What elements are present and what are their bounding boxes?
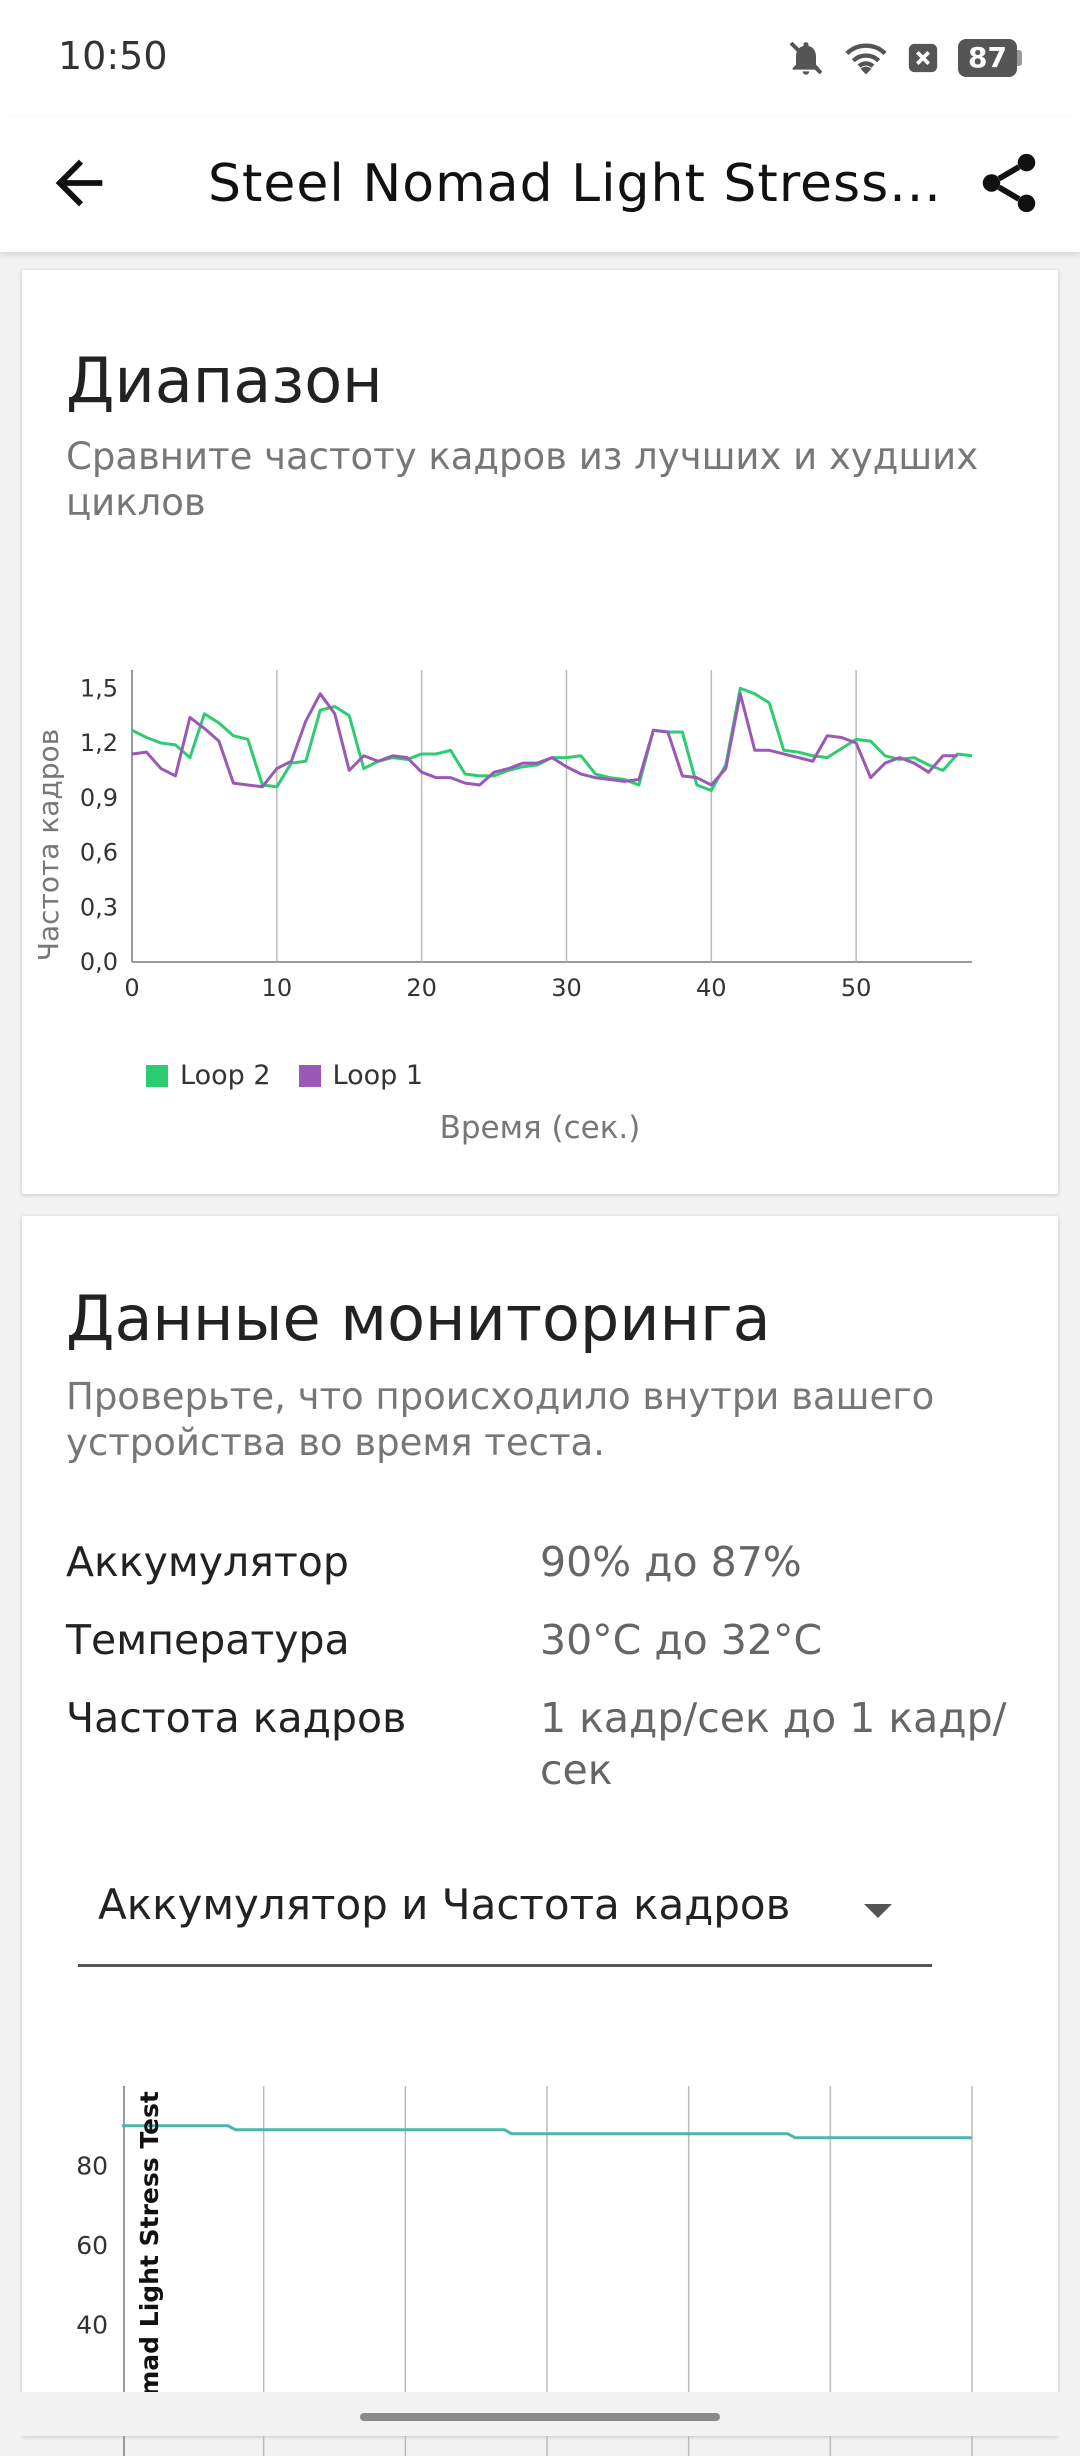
- fps-y-tick-label: 0,9: [80, 784, 118, 812]
- range-card: Диапазон Сравните частоту кадров из лучш…: [22, 270, 1058, 1194]
- battery-label: Аккумулятор: [66, 1538, 349, 1586]
- page-title: Steel Nomad Light Stress...: [208, 154, 942, 214]
- fps-y-tick-label: 0,0: [80, 948, 118, 976]
- battery-series-line: [122, 2124, 972, 2140]
- battery-y-tick-label: 60: [76, 2231, 108, 2260]
- temperature-value: 30°C до 32°C: [540, 1616, 823, 1664]
- fps-series-loop-1: [131, 692, 958, 789]
- legend-label-loop2: Loop 2: [180, 1060, 271, 1091]
- chevron-down-icon: [864, 1904, 892, 1918]
- share-icon: [982, 153, 1036, 213]
- legend-label-loop1: Loop 1: [332, 1060, 424, 1091]
- fps-x-tick-label: 10: [262, 974, 293, 1002]
- navigation-bar: [0, 2392, 1080, 2436]
- status-time: 10:50: [58, 34, 168, 78]
- legend-swatch-loop1: [298, 1064, 321, 1087]
- battery-level: 87: [958, 39, 1017, 77]
- monitoring-title: Данные мониторинга: [66, 1282, 771, 1355]
- monitoring-subtitle: Проверьте, что происходило внутри вашего…: [66, 1375, 935, 1464]
- fps-legend: Loop 2 Loop 1: [146, 1060, 437, 1091]
- battery-value: 90% до 87%: [540, 1538, 802, 1586]
- range-subtitle: Сравните частоту кадров из лучших и худш…: [66, 435, 979, 524]
- home-indicator[interactable]: [360, 2413, 720, 2421]
- fps-y-axis-label: Частота кадров: [32, 729, 65, 961]
- range-title: Диапазон: [66, 344, 383, 417]
- battery-y-tick-label: 80: [76, 2152, 108, 2181]
- status-icons: 87: [786, 36, 1022, 80]
- fps-x-tick-label: 0: [124, 974, 139, 1002]
- battery-icon: 87: [958, 39, 1022, 77]
- legend-item-loop2[interactable]: Loop 2: [146, 1060, 271, 1091]
- fps-x-tick-label: 30: [551, 974, 582, 1002]
- metric-dropdown[interactable]: Аккумулятор и Частота кадров: [78, 1866, 932, 1967]
- legend-swatch-loop2: [146, 1064, 168, 1087]
- fps-y-tick-label: 1,2: [80, 729, 118, 757]
- fps-x-tick-label: 20: [406, 974, 437, 1002]
- status-bar: 10:50 87: [0, 0, 1080, 118]
- bell-off-icon: [789, 41, 823, 75]
- close-box-icon: [908, 43, 938, 73]
- fps-x-tick-label: 40: [696, 974, 727, 1002]
- fps-chart: 0,0 0,3 0,6 0,9 1,2 1,5 0 10 20 30 40 50 Частота к…: [32, 670, 973, 1002]
- fps-y-tick-label: 0,6: [80, 839, 118, 867]
- fps-x-axis-label: Время (сек.): [439, 1110, 641, 1146]
- back-button[interactable]: [44, 148, 114, 218]
- framerate-value: 1 кадр/сек до 1 кадр/сек: [540, 1694, 1007, 1794]
- fps-y-tick-label: 1,5: [80, 674, 118, 702]
- framerate-label: Частота кадров: [66, 1694, 407, 1742]
- app-bar: Steel Nomad Light Stress...: [0, 118, 1080, 252]
- wifi-icon: [845, 43, 887, 75]
- arrow-left-icon: [55, 159, 103, 207]
- monitoring-card: Данные мониторинга Проверьте, что происх…: [22, 1216, 1058, 2456]
- battery-y-tick-label: 40: [76, 2311, 108, 2340]
- fps-x-tick-label: 50: [841, 974, 872, 1002]
- fps-y-tick-label: 0,3: [80, 893, 118, 921]
- temperature-label: Температура: [66, 1616, 350, 1664]
- share-button[interactable]: [974, 148, 1044, 218]
- metric-dropdown-value: Аккумулятор и Частота кадров: [98, 1880, 791, 1929]
- battery-chart-y-label: Nomad Light Stress Test: [135, 2091, 164, 2435]
- legend-item-loop1[interactable]: Loop 1: [298, 1060, 424, 1091]
